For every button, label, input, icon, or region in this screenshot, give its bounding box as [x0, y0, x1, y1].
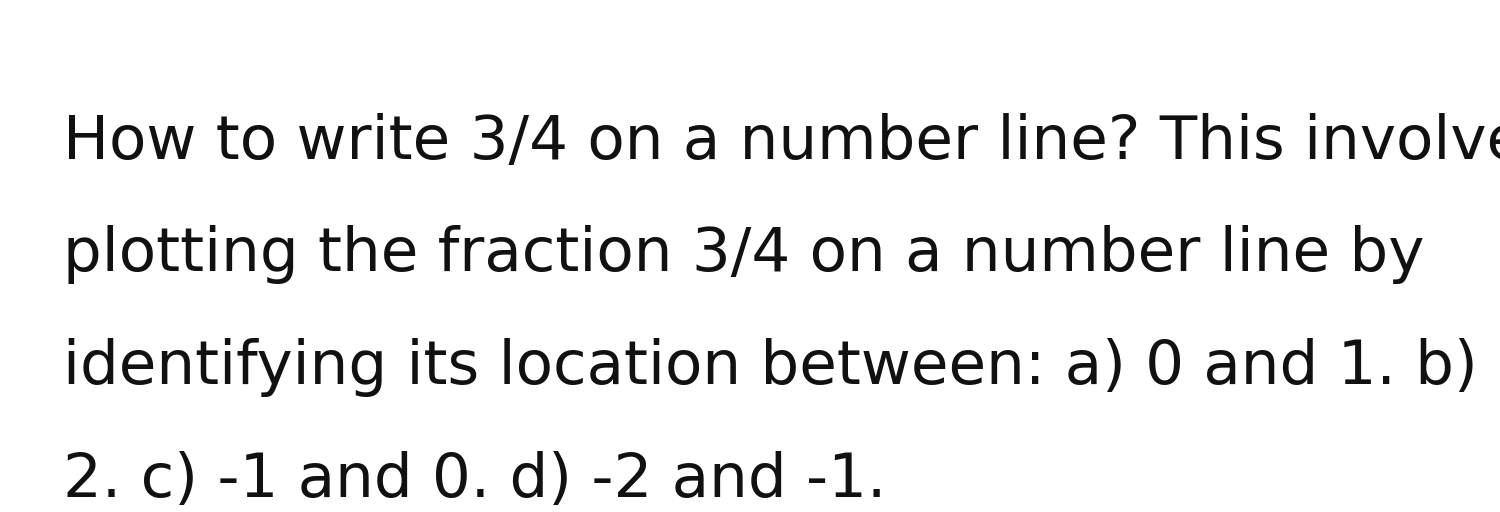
Text: How to write 3/4 on a number line? This involves: How to write 3/4 on a number line? This …: [63, 113, 1500, 172]
Text: identifying its location between: a) 0 and 1. b) 1 and: identifying its location between: a) 0 a…: [63, 338, 1500, 397]
Text: 2. c) -1 and 0. d) -2 and -1.: 2. c) -1 and 0. d) -2 and -1.: [63, 451, 886, 509]
Text: plotting the fraction 3/4 on a number line by: plotting the fraction 3/4 on a number li…: [63, 225, 1425, 284]
